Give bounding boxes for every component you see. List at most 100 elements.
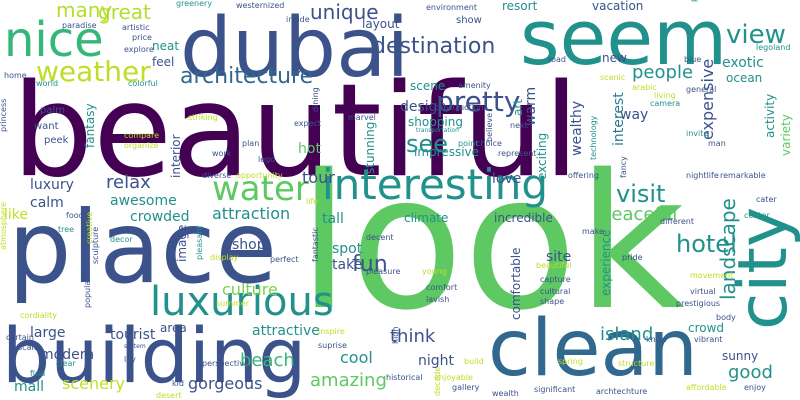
word-see: see <box>406 130 449 158</box>
word-seem: seem <box>520 0 728 82</box>
word-road: road <box>548 55 566 64</box>
word-westernized: westernized <box>236 1 285 10</box>
word-look: look <box>298 134 685 351</box>
word-large: large <box>30 325 66 341</box>
word-wealthy: wealthy <box>569 100 585 156</box>
word-luxury: luxury <box>30 177 74 193</box>
word-city: city <box>724 206 800 330</box>
word-high: high <box>391 326 400 344</box>
word-peek: peek <box>44 135 69 146</box>
word-image: image <box>175 224 189 262</box>
word-shape: shape <box>540 297 565 306</box>
word-cordiality: cordiality <box>20 311 57 320</box>
word-environment: environment <box>426 3 477 12</box>
word-shopping: shopping <box>408 115 463 129</box>
word-paradise: paradise <box>62 21 97 30</box>
word-decor: decor <box>110 235 133 244</box>
word-scale: scale <box>18 343 39 352</box>
word-relax: relax <box>106 172 151 193</box>
word-atmosphere: atmosphere <box>0 202 8 250</box>
word-camera: camera <box>650 99 681 108</box>
word-movement: movement <box>690 271 734 280</box>
word-inside: inside <box>286 15 310 24</box>
word-clear: clear <box>56 359 76 368</box>
word-home: home <box>4 71 27 80</box>
word-man: man <box>708 139 726 148</box>
word-hot: hot <box>298 141 321 157</box>
word-young: young <box>422 267 447 276</box>
word-pretty: pretty <box>436 85 521 118</box>
word-beautiful: beautiful <box>12 57 580 206</box>
word-luxurious: luxurious <box>150 279 334 325</box>
word-know: know <box>646 335 668 344</box>
word-marvel: marvel <box>348 113 376 122</box>
word-architecture: architecture <box>180 64 314 89</box>
word-arabic: arabic <box>632 83 657 92</box>
word-offering: offering <box>568 171 599 180</box>
word-experience: experience <box>599 229 613 296</box>
word-amazing: amazing <box>310 370 387 391</box>
word-blue: blue <box>684 55 702 64</box>
word-tall: tall <box>322 211 344 227</box>
word-construction: construction <box>434 103 484 112</box>
word-activity: activity <box>763 93 777 138</box>
word-tour: tour <box>302 168 335 187</box>
word-layout: layout <box>362 17 400 31</box>
word-vibrant: vibrant <box>694 335 723 344</box>
word-variety: variety <box>779 114 793 156</box>
word-attraction: attraction <box>212 204 291 223</box>
word-archtechture: archtechture <box>596 387 648 396</box>
word-work: work <box>212 149 232 158</box>
word-nightlife: nightlife <box>686 171 719 180</box>
word-unique: unique <box>310 0 379 24</box>
word-pleasant: pleasant <box>195 225 204 260</box>
word-desert: desert <box>156 391 182 400</box>
word-view: view <box>726 20 786 50</box>
word-sunny: sunny <box>722 349 759 363</box>
word-colorful: colorful <box>128 79 158 88</box>
word-lavish: lavish <box>426 295 450 304</box>
word-mall: mall <box>14 379 44 395</box>
word-many: many <box>56 0 113 22</box>
word-significant: significant <box>534 385 576 394</box>
word-amenity: amenity <box>458 81 491 90</box>
word-invite: invite <box>686 129 709 138</box>
word-remarkable: remarkable <box>720 171 766 180</box>
word-scenic: scenic <box>600 73 626 82</box>
word-want: want <box>34 121 59 132</box>
word-affordable: affordable <box>686 383 727 392</box>
word-lego: lego <box>258 155 276 164</box>
word-gorgeous: gorgeous <box>188 374 263 393</box>
word-exotic: exotic <box>722 55 764 71</box>
word-neat: neat <box>152 39 180 53</box>
word-show: show <box>456 15 482 26</box>
word-life: life <box>306 197 319 206</box>
word-modern: modern <box>40 347 95 363</box>
word-point: point <box>458 139 479 148</box>
word-incredible: incredible <box>494 211 553 225</box>
word-palm: palm <box>40 105 65 116</box>
word-awesome: awesome <box>110 193 177 209</box>
word-diverse: diverse <box>202 171 232 180</box>
word-legoland: legoland <box>756 43 791 52</box>
word-design: design <box>400 99 447 115</box>
word-comfortable: comfortable <box>509 247 523 320</box>
word-display: display <box>210 253 239 262</box>
word-tourist: tourist <box>110 327 156 343</box>
word-great: great <box>98 0 151 24</box>
word-suprise: suprise <box>318 341 347 350</box>
word-stunning: stunning <box>363 121 377 174</box>
word-artistic: artistic <box>122 23 150 32</box>
word-spring: spring <box>558 357 583 366</box>
word-different: different <box>660 217 694 226</box>
word-way: way <box>620 107 649 123</box>
word-spot: spot <box>332 241 363 257</box>
word-make: make <box>582 227 604 236</box>
word-cultural: cultural <box>540 287 571 296</box>
word-enjoyable: enjoyable <box>434 373 473 382</box>
word-climate: climate <box>404 211 449 225</box>
word-site: site <box>546 249 572 265</box>
word-night: night <box>418 353 455 369</box>
word-center: center <box>744 211 770 220</box>
